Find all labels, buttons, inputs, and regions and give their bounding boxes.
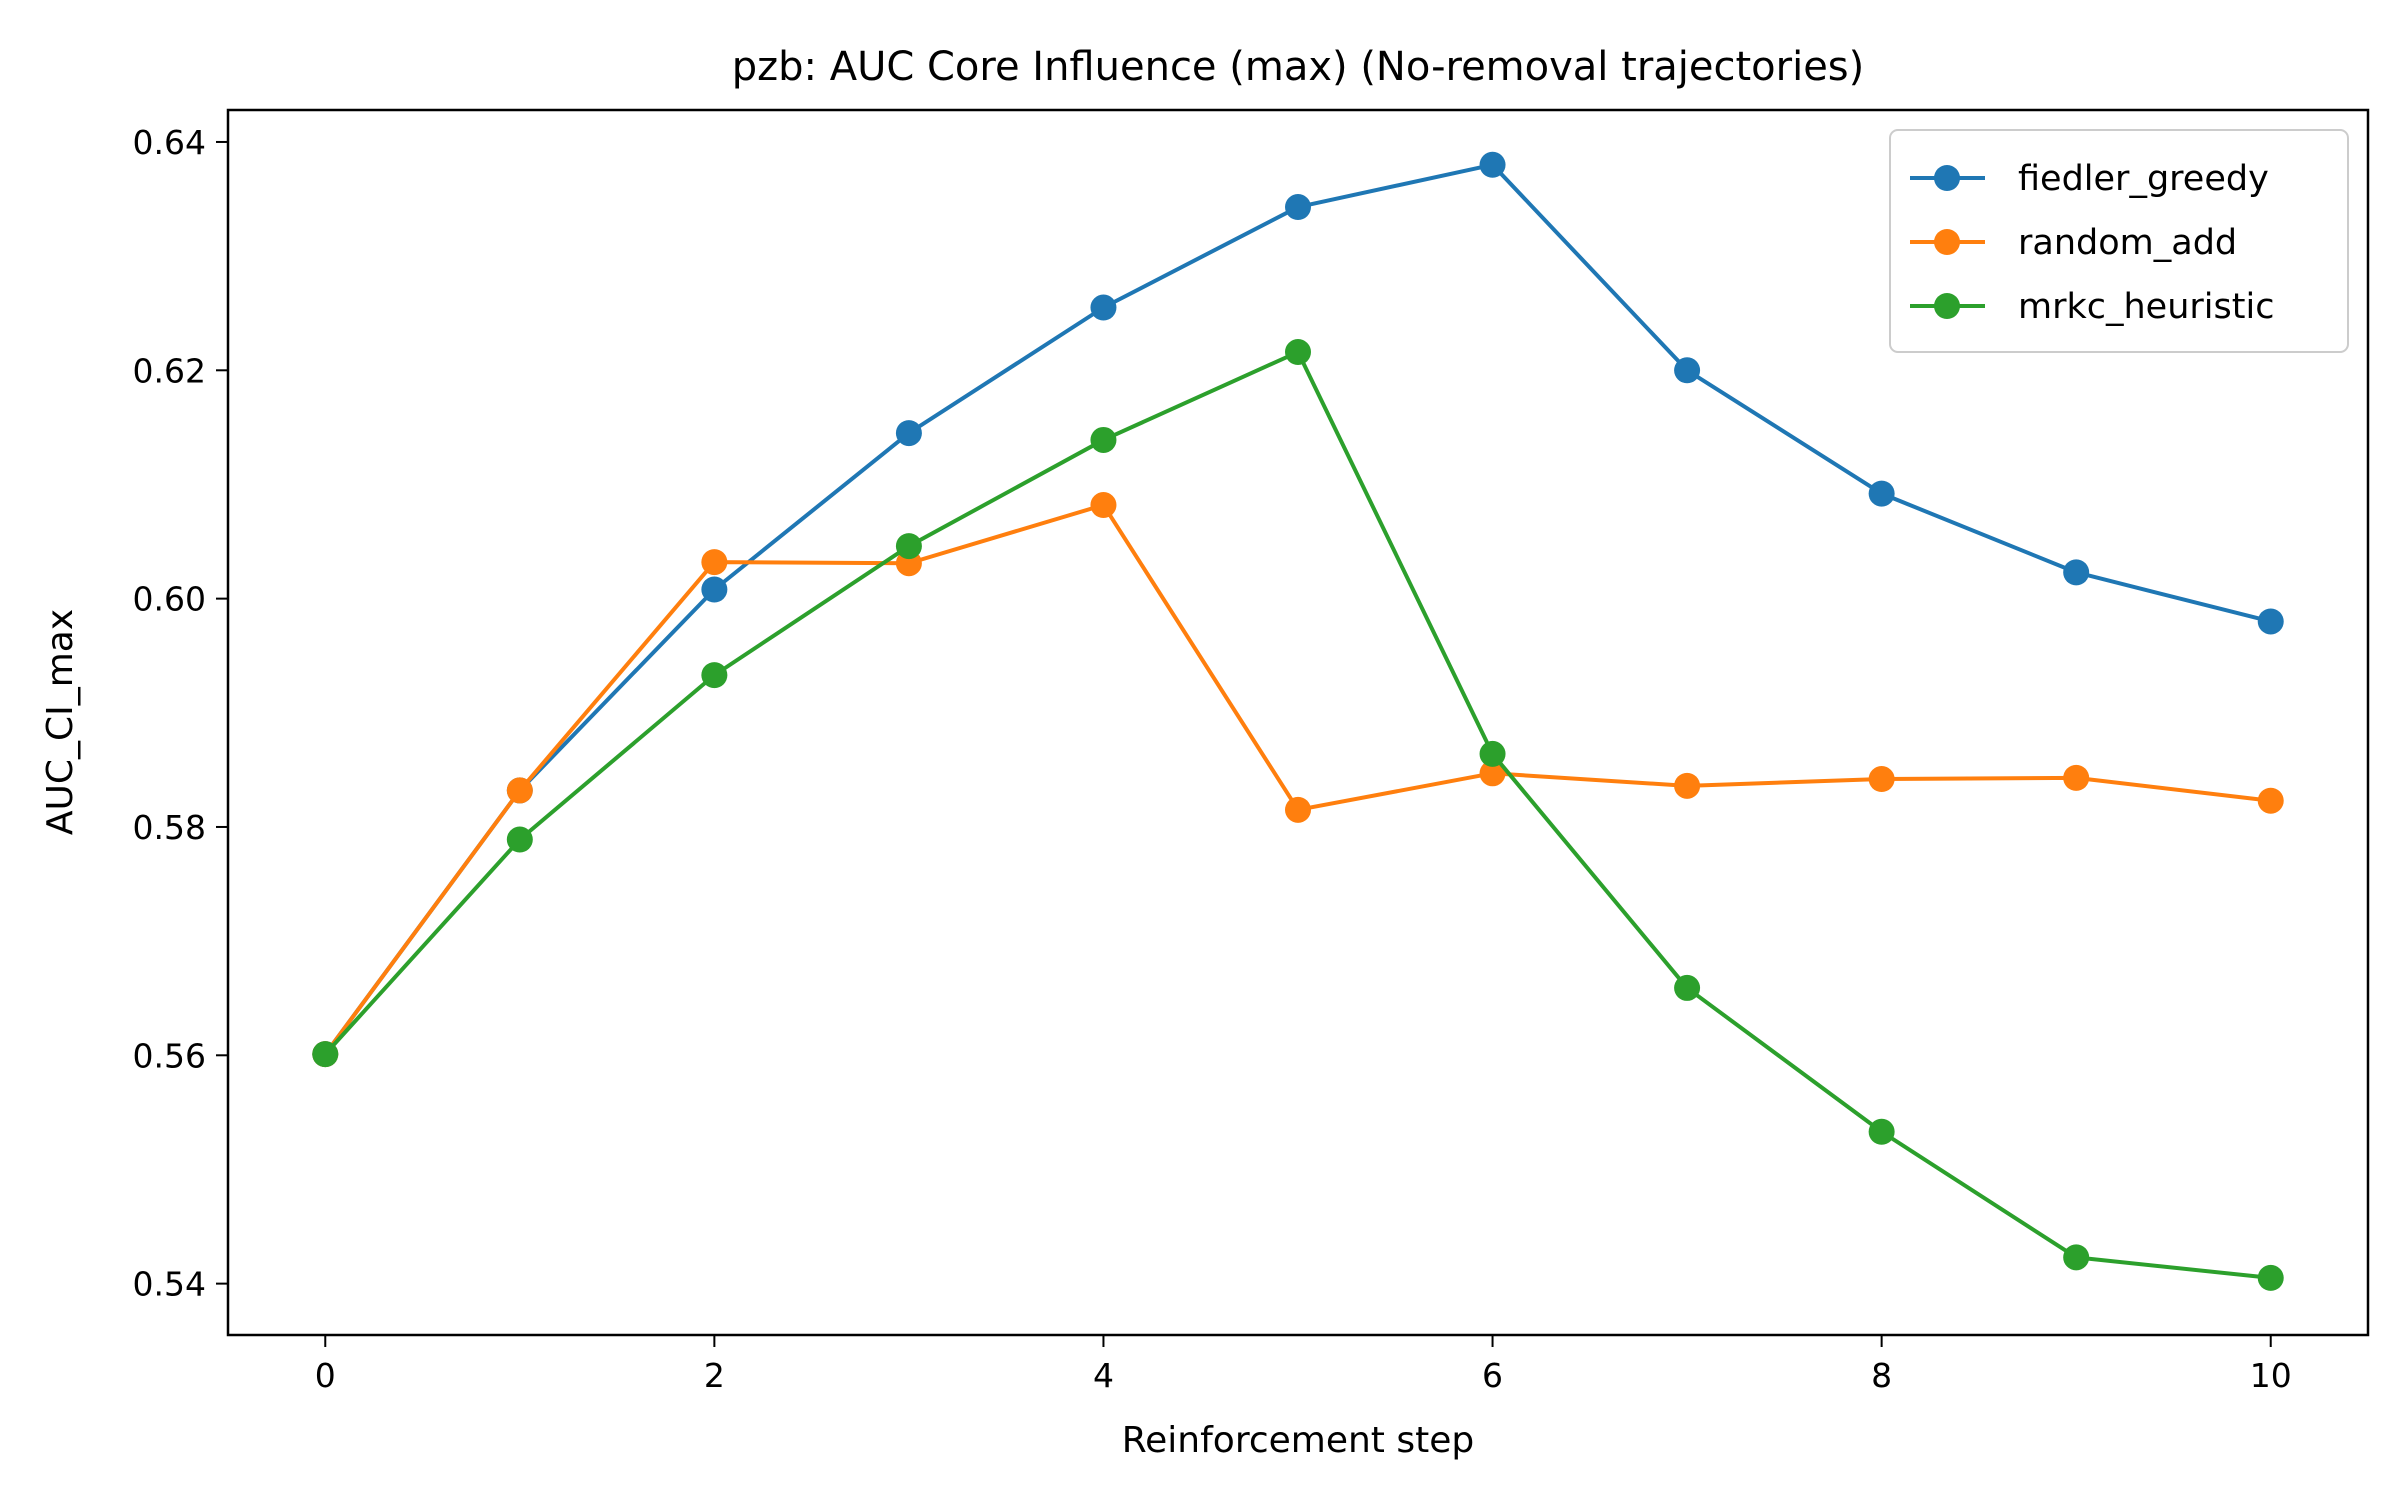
plot-area: [312, 151, 2284, 1291]
data-point-mrkc_heuristic: [1674, 974, 1701, 1001]
x-tick-label: 8: [1871, 1356, 1892, 1395]
y-axis-label: AUC_CI_max: [40, 609, 81, 835]
data-point-mrkc_heuristic: [2257, 1264, 2284, 1291]
plot-frame: [226, 108, 2370, 1337]
x-axis: 0 2 4 6 8 10: [315, 1335, 2292, 1395]
data-point-fiedler_greedy: [1285, 194, 1311, 221]
data-point-mrkc_heuristic: [895, 533, 922, 560]
legend-box: [1889, 129, 2349, 353]
legend-label: fiedler_greedy: [2018, 159, 2269, 199]
legend-label: mrkc_heuristic: [2018, 287, 2274, 327]
legend-marker: [1934, 293, 1960, 319]
y-tick-label: 0.56: [133, 1036, 206, 1075]
series-fiedler_greedy: [312, 151, 2284, 1068]
y-tick-label: 0.58: [133, 808, 206, 847]
data-point-fiedler_greedy: [701, 576, 728, 603]
y-tick-label: 0.60: [133, 580, 206, 619]
y-tick-label: 0.64: [133, 123, 206, 162]
x-axis-label: Reinforcement step: [1122, 1420, 1474, 1461]
data-point-fiedler_greedy: [895, 420, 922, 447]
data-point-fiedler_greedy: [2257, 608, 2284, 635]
data-point-mrkc_heuristic: [1285, 339, 1311, 366]
legend: fiedler_greedy random_add mrkc_heuristic: [1889, 129, 2349, 353]
data-point-mrkc_heuristic: [701, 662, 728, 689]
x-tick-label: 6: [1482, 1356, 1503, 1395]
legend-marker: [1934, 165, 1960, 191]
data-point-random_add: [701, 549, 728, 576]
data-point-random_add: [2063, 764, 2090, 791]
data-point-fiedler_greedy: [1090, 294, 1117, 321]
data-point-mrkc_heuristic: [312, 1041, 339, 1068]
x-tick-label: 10: [2250, 1356, 2292, 1395]
data-point-fiedler_greedy: [1479, 151, 1506, 178]
x-tick-label: 0: [315, 1356, 336, 1395]
chart-title: pzb: AUC Core Influence (max) (No-remova…: [732, 44, 1865, 90]
data-point-mrkc_heuristic: [1090, 426, 1117, 453]
data-point-random_add: [1090, 492, 1117, 519]
data-point-random_add: [506, 777, 533, 804]
data-point-random_add: [1674, 772, 1701, 799]
data-point-mrkc_heuristic: [1479, 740, 1506, 767]
series-random_add: [312, 492, 2284, 1068]
data-point-mrkc_heuristic: [2063, 1244, 2090, 1271]
series-line-random_add: [323, 503, 2271, 1056]
y-tick-label: 0.54: [133, 1265, 206, 1304]
data-point-fiedler_greedy: [1674, 357, 1701, 384]
data-point-fiedler_greedy: [2063, 559, 2090, 586]
data-point-random_add: [1285, 796, 1311, 823]
x-tick-label: 4: [1093, 1356, 1114, 1395]
x-tick-label: 2: [704, 1356, 725, 1395]
data-point-mrkc_heuristic: [506, 826, 533, 853]
data-point-mrkc_heuristic: [1868, 1118, 1895, 1145]
legend-label: random_add: [2018, 223, 2237, 263]
data-point-random_add: [1868, 766, 1895, 793]
legend-marker: [1934, 229, 1960, 255]
y-axis: 0.54 0.56 0.58 0.60 0.62 0.64: [133, 123, 228, 1304]
data-point-random_add: [2257, 787, 2284, 814]
y-tick-label: 0.62: [133, 351, 206, 390]
series-mrkc_heuristic: [312, 339, 2284, 1291]
data-point-fiedler_greedy: [1868, 480, 1895, 507]
data-point-random_add: [1479, 760, 1506, 787]
